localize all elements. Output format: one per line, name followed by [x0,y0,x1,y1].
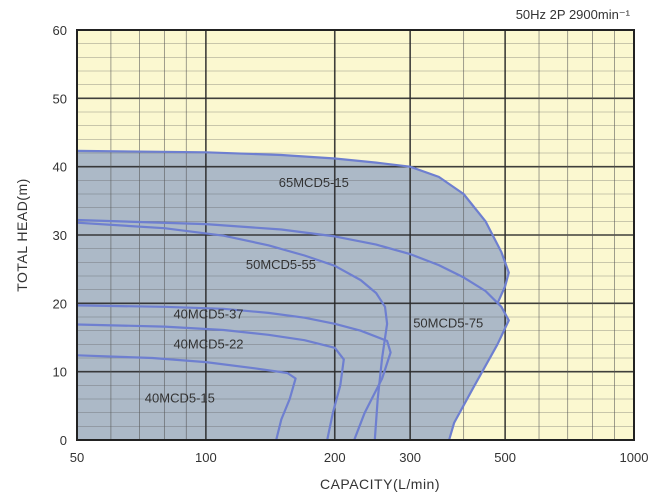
curve-label: 40MCD5-15 [145,390,215,405]
curve-65mcd5-15 [76,149,510,304]
x-tick-label: 100 [195,450,217,465]
x-tick-label: 1000 [620,450,649,465]
curve-40mcd5-15 [76,354,297,441]
curve-label: 65MCD5-15 [279,175,349,190]
y-tick-label: 10 [53,365,67,380]
y-tick-label: 20 [53,296,67,311]
chart-subtitle: 50Hz 2P 2900min⁻¹ [516,7,631,22]
y-tick-label: 60 [53,23,67,38]
curve-50mcd5-75 [76,218,510,441]
y-tick-label: 50 [53,91,67,106]
x-tick-label: 500 [494,450,516,465]
curve-layer [76,149,510,441]
x-tick-label: 50 [70,450,84,465]
curve-40mcd5-22 [76,323,345,441]
y-tick-labels: 0 10 20 30 40 50 60 [53,23,67,448]
curve-label: 50MCD5-75 [413,315,483,330]
x-tick-labels: 50 100 200 300 500 1000 [70,450,649,465]
curve-label: 50MCD5-55 [246,257,316,272]
y-tick-label: 30 [53,228,67,243]
x-axis-title: CAPACITY(L/min) [320,476,440,492]
operating-region [77,150,509,440]
x-tick-label: 200 [324,450,346,465]
curve-label: 40MCD5-37 [173,306,243,321]
grid-layer [77,30,634,440]
curve-labels: 65MCD5-15 50MCD5-55 50MCD5-75 40MCD5-37 40MC… [145,175,484,405]
y-tick-label: 40 [53,160,67,175]
curve-label: 40MCD5-22 [173,336,243,351]
curve-40mcd5-37 [76,304,392,441]
y-axis-title: TOTAL HEAD(m) [14,178,30,292]
plot-frame [76,29,635,441]
x-tick-label: 300 [399,450,421,465]
y-tick-label: 0 [60,433,67,448]
operating-region-layer [77,150,509,440]
curve-50mcd5-55 [76,221,389,441]
